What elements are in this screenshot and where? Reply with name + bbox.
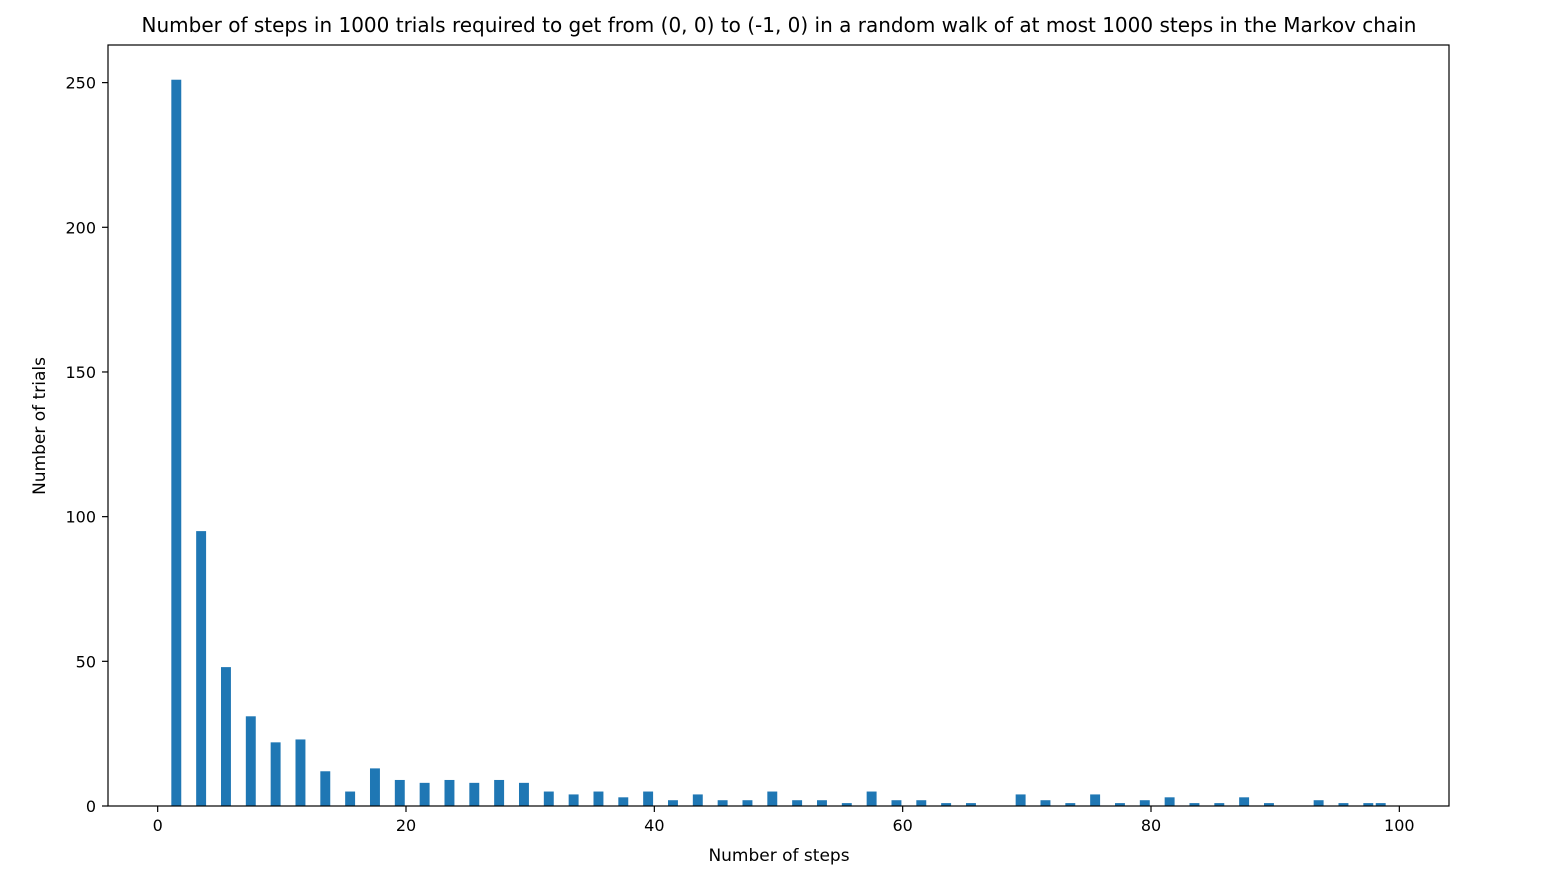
histogram-bar <box>1239 797 1250 806</box>
histogram-bar <box>643 791 654 806</box>
x-tick-label: 40 <box>644 816 664 835</box>
chart-title: Number of steps in 1000 trials required … <box>142 13 1417 37</box>
x-axis-label: Number of steps <box>708 846 849 866</box>
y-tick-label: 200 <box>65 218 96 237</box>
histogram-bar <box>692 794 703 806</box>
histogram-bar <box>816 800 827 806</box>
histogram-bar <box>1090 794 1101 806</box>
histogram-bar <box>767 791 778 806</box>
histogram-bar <box>1214 803 1225 806</box>
histogram-bar <box>320 771 331 806</box>
histogram-bar <box>1114 803 1125 806</box>
histogram-bar <box>245 716 256 806</box>
histogram-bar <box>1375 803 1386 806</box>
y-tick-label: 0 <box>86 797 96 816</box>
histogram-bar <box>171 79 182 807</box>
x-tick-label: 80 <box>1141 816 1161 835</box>
histogram-bar <box>593 791 604 806</box>
histogram-bar <box>742 800 753 806</box>
x-tick-label: 60 <box>892 816 912 835</box>
histogram-bar <box>419 782 430 806</box>
histogram-bar <box>568 794 579 806</box>
histogram-bar <box>543 791 554 806</box>
histogram-bar <box>369 768 380 806</box>
histogram-bar <box>866 791 877 806</box>
histogram-bar <box>1065 803 1076 806</box>
histogram-bar <box>1363 803 1374 806</box>
x-axis-ticks: 0 20 40 60 80 100 <box>153 806 1415 835</box>
plot-frame <box>107 44 1450 807</box>
histogram-bar <box>1040 800 1051 806</box>
histogram-bar <box>1189 803 1200 806</box>
histogram-bar <box>220 667 231 806</box>
histogram-bar <box>891 800 902 806</box>
histogram-bar <box>916 800 927 806</box>
y-axis-label: Number of trials <box>30 357 50 495</box>
histogram-bar <box>1164 797 1175 806</box>
histogram-bar <box>444 779 455 806</box>
histogram-bar <box>1313 800 1324 806</box>
histogram-bar <box>941 803 952 806</box>
histogram-bar <box>618 797 629 806</box>
bars-group <box>171 79 1386 807</box>
y-tick-label: 150 <box>65 363 96 382</box>
histogram-bar <box>792 800 803 806</box>
histogram-bar <box>1338 803 1349 806</box>
y-tick-label: 50 <box>76 652 96 671</box>
histogram-bar <box>518 782 529 806</box>
histogram-bar <box>295 739 306 806</box>
histogram-bar <box>270 742 281 806</box>
histogram-bar <box>345 791 356 806</box>
histogram-bar <box>667 800 678 806</box>
x-tick-label: 100 <box>1384 816 1415 835</box>
histogram-bar <box>494 779 505 806</box>
x-tick-label: 20 <box>396 816 416 835</box>
histogram-bar <box>1263 803 1274 806</box>
histogram-bar <box>841 803 852 806</box>
y-tick-label: 100 <box>65 508 96 527</box>
y-axis-ticks: 0 50 100 150 200 250 <box>65 74 108 816</box>
histogram-bar <box>965 803 976 806</box>
histogram-bar <box>394 779 405 806</box>
y-tick-label: 250 <box>65 74 96 93</box>
histogram-bar <box>717 800 728 806</box>
histogram-bar <box>196 531 207 806</box>
histogram-bar <box>469 782 480 806</box>
histogram-bar <box>1139 800 1150 806</box>
x-tick-label: 0 <box>153 816 163 835</box>
histogram-bar <box>1015 794 1026 806</box>
